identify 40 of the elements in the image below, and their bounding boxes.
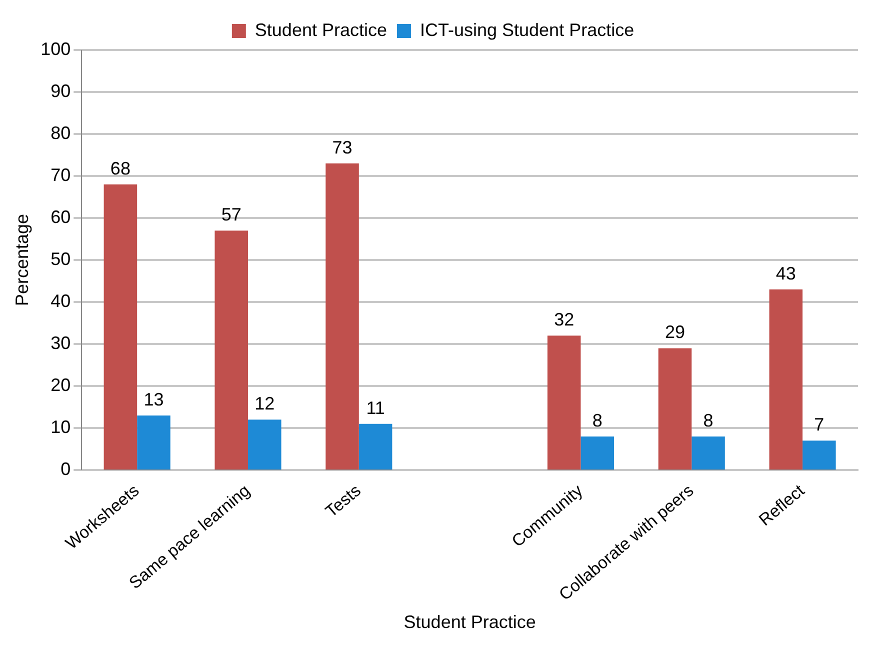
bar — [658, 348, 692, 470]
data-label: 13 — [144, 389, 164, 410]
data-label: 43 — [776, 263, 796, 284]
data-label: 8 — [592, 410, 602, 430]
bar — [802, 440, 836, 470]
y-tick-label: 0 — [60, 459, 71, 480]
data-label: 7 — [814, 414, 824, 435]
bar — [692, 436, 725, 470]
legend-label: Student Practice — [254, 20, 387, 40]
data-label: 32 — [554, 310, 574, 330]
data-label: 12 — [254, 394, 275, 414]
y-tick-label: 90 — [50, 80, 71, 101]
bar — [580, 436, 614, 470]
y-tick-label: 100 — [40, 38, 71, 59]
bar — [769, 289, 803, 470]
data-label: 57 — [221, 204, 242, 225]
y-tick-label: 30 — [50, 333, 71, 354]
bar — [248, 420, 282, 470]
data-label: 11 — [366, 398, 385, 418]
y-tick-label: 80 — [50, 122, 71, 143]
y-tick-label: 20 — [50, 375, 71, 396]
y-tick-label: 50 — [50, 248, 71, 269]
bar — [358, 424, 392, 470]
data-label: 29 — [664, 322, 686, 342]
y-tick-label: 60 — [50, 206, 71, 227]
x-tick-label: Tests — [322, 480, 364, 522]
bar — [214, 230, 248, 470]
bar — [326, 163, 359, 470]
y-axis-title: Percentage — [12, 214, 32, 306]
data-label: 73 — [332, 137, 352, 158]
bar — [104, 184, 138, 470]
bar — [547, 336, 581, 470]
data-label: 8 — [703, 410, 714, 430]
y-tick-label: 40 — [50, 291, 71, 311]
y-tick-label: 70 — [50, 164, 71, 185]
data-label: 68 — [110, 158, 130, 178]
y-tick-label: 10 — [50, 417, 71, 438]
x-axis-title: Student Practice — [404, 612, 536, 632]
legend-label: ICT-using Student Practice — [420, 20, 634, 40]
bar — [137, 415, 170, 470]
